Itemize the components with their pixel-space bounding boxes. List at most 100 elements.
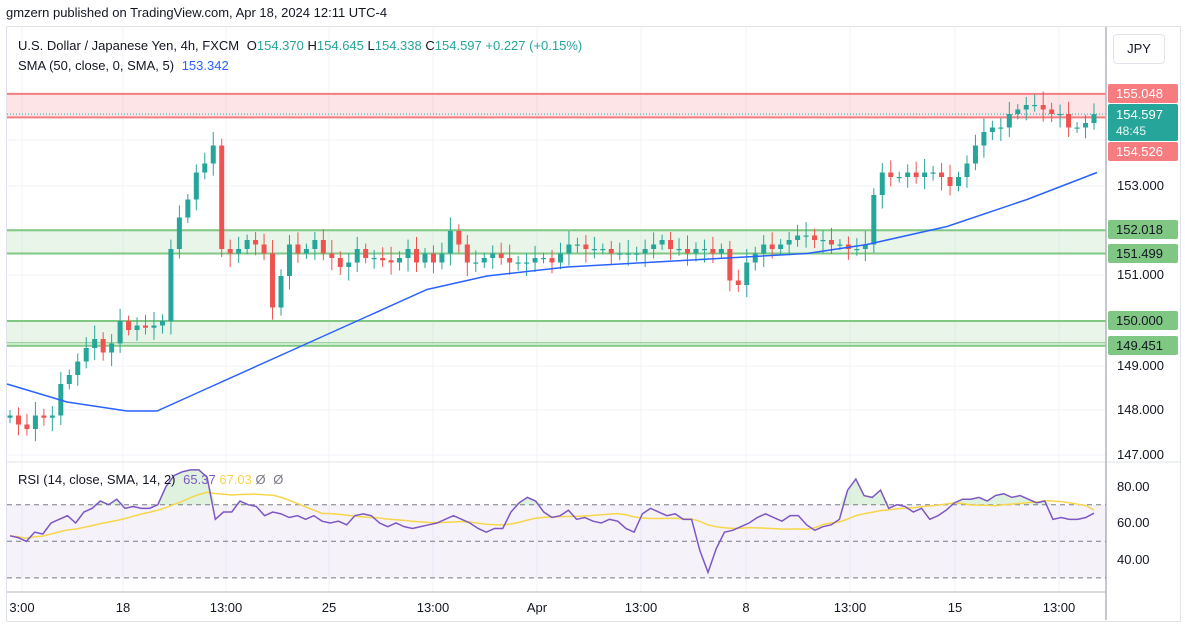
candle-up [159, 321, 165, 326]
open-value: 154.370 [256, 38, 304, 53]
candle-up [117, 321, 123, 344]
candle-up [66, 375, 72, 384]
candle-up [185, 199, 191, 218]
bar-countdown: 48:45 [1116, 124, 1147, 138]
candle-down [608, 249, 614, 254]
candle-down [727, 249, 733, 281]
candle-up [49, 415, 55, 418]
candle-up [439, 253, 445, 263]
candle-down [1040, 105, 1046, 110]
candle-up [1006, 114, 1012, 128]
zone2-bottom-tag: 149.451 [1108, 336, 1178, 355]
candle-up [651, 244, 657, 249]
candle-down [143, 325, 148, 328]
time-tick: 13:00 [209, 600, 243, 615]
candle-up [524, 262, 530, 264]
candle-up [473, 262, 479, 264]
rsi-tick: 80.00 [1117, 479, 1150, 494]
candle-down [24, 424, 30, 429]
candle-up [244, 240, 250, 249]
price-tick: 153.000 [1117, 178, 1164, 193]
candle-down [549, 258, 555, 263]
candle-up [634, 253, 640, 255]
chart-frame [6, 26, 1181, 622]
candle-down [456, 231, 462, 245]
candle-down [261, 244, 267, 254]
sma-legend[interactable]: SMA (50, close, 0, SMA, 5) 153.342 [18, 58, 229, 73]
candle-up [1015, 109, 1021, 114]
candle-up [1057, 114, 1063, 116]
candle-up [879, 172, 885, 195]
candle-up [854, 249, 860, 251]
last-price-tag: 154.597 48:45 [1108, 104, 1178, 141]
candle-up [617, 253, 623, 255]
low-value: 154.338 [374, 38, 422, 53]
candle-up [1083, 123, 1089, 128]
candle-up [964, 163, 970, 177]
candle-down [735, 280, 741, 285]
candle-down [507, 258, 513, 263]
time-tick: 18 [115, 600, 131, 615]
candle-up [371, 258, 377, 260]
candle-up [92, 339, 98, 348]
candle-up [490, 253, 496, 258]
candle-up [109, 343, 115, 353]
candle-down [464, 244, 470, 263]
time-tick: 8 [742, 600, 750, 615]
candle-down [414, 249, 419, 263]
symbol-legend: U.S. Dollar / Japanese Yen, 4h, FXCM O15… [18, 38, 583, 53]
candle-up [210, 145, 216, 164]
resistance-zone [7, 93, 1106, 118]
candle-down [15, 415, 21, 425]
zone1-bottom-tag: 151.499 [1108, 244, 1178, 263]
candle-down [380, 258, 386, 261]
candle-down [947, 177, 953, 186]
candle-up [803, 235, 809, 237]
candle-down [710, 249, 716, 254]
rsi-legend[interactable]: RSI (14, close, SMA, 14, 2) 65.37 67.03 … [18, 472, 287, 487]
candle-down [337, 258, 343, 267]
price-tick: 149.000 [1117, 358, 1164, 373]
support-2-zone [7, 321, 1106, 346]
candle-up [837, 244, 843, 246]
candle-up [795, 235, 801, 240]
candle-up [236, 249, 242, 254]
candle-up [718, 249, 724, 254]
candle-down [430, 253, 436, 263]
change-value: +0.227 (+0.15%) [485, 38, 583, 53]
candle-down [388, 260, 394, 263]
candle-down [41, 415, 47, 418]
candle-down [769, 244, 775, 249]
rsi-divergence-2: Ø [273, 472, 284, 487]
currency-button[interactable]: JPY [1113, 34, 1165, 64]
time-tick: 15 [947, 600, 963, 615]
price-tick: 147.000 [1117, 447, 1164, 462]
candle-down [685, 249, 690, 254]
resistance-bottom-tag: 154.526 [1108, 142, 1178, 161]
candle-down [1049, 109, 1055, 114]
candle-down [498, 253, 504, 258]
candle-up [998, 127, 1004, 129]
candle-up [354, 249, 360, 263]
candle-down [888, 172, 894, 177]
time-tick: Apr [526, 600, 548, 615]
time-tick: 13:00 [624, 600, 658, 615]
candle-up [481, 258, 487, 263]
candle-up [600, 249, 606, 251]
candle-down [295, 244, 301, 254]
candle-up [447, 231, 453, 254]
candle-down [812, 235, 818, 240]
candle-up [820, 240, 826, 242]
candle-up [1074, 127, 1080, 129]
time-tick: 13:00 [416, 600, 450, 615]
sma-line [6, 171, 1098, 412]
candle-down [320, 240, 326, 254]
candle-up [693, 249, 699, 254]
candle-down [363, 249, 369, 258]
symbol-name: U.S. Dollar / Japanese Yen, 4h, FXCM [18, 38, 240, 53]
candle-up [422, 253, 428, 263]
candle-up [1091, 114, 1097, 123]
candle-up [32, 415, 38, 429]
candle-up [532, 258, 538, 263]
